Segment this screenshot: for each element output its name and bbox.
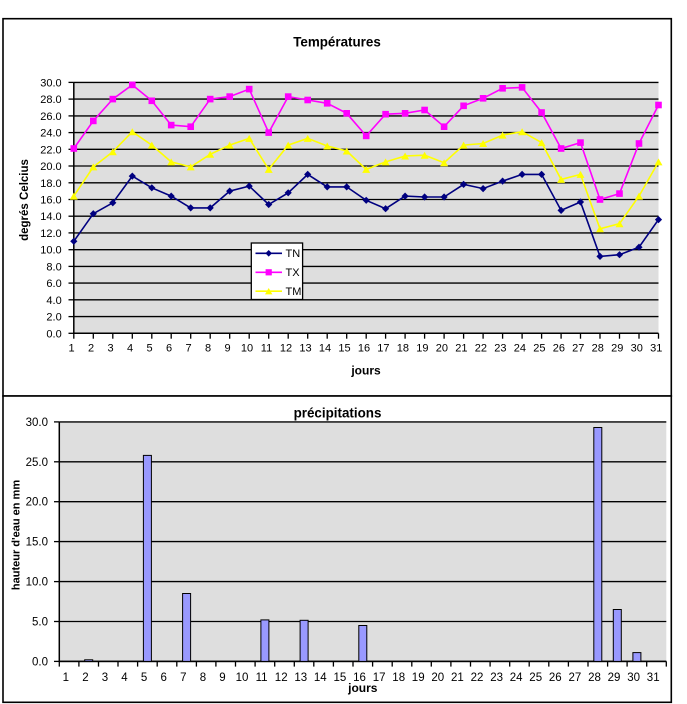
svg-text:4: 4 <box>121 672 128 684</box>
svg-text:degrés Celcius: degrés Celcius <box>19 159 31 241</box>
svg-text:18.0: 18.0 <box>40 178 61 190</box>
svg-text:20.0: 20.0 <box>40 161 61 173</box>
svg-text:20.0: 20.0 <box>26 497 48 509</box>
svg-text:24: 24 <box>514 343 526 355</box>
svg-text:11: 11 <box>256 672 268 684</box>
svg-text:8.0: 8.0 <box>46 261 61 273</box>
svg-text:25.0: 25.0 <box>26 457 48 469</box>
svg-text:6.0: 6.0 <box>46 278 61 290</box>
svg-text:9: 9 <box>219 672 225 684</box>
svg-text:7: 7 <box>180 672 186 684</box>
svg-text:15: 15 <box>338 343 350 355</box>
svg-text:6: 6 <box>160 672 166 684</box>
svg-text:12: 12 <box>275 672 288 684</box>
svg-text:TM: TM <box>286 286 302 298</box>
svg-text:2: 2 <box>82 672 88 684</box>
svg-text:17: 17 <box>377 343 389 355</box>
svg-text:13: 13 <box>294 672 307 684</box>
svg-text:17: 17 <box>373 672 386 684</box>
svg-text:14.0: 14.0 <box>40 211 61 223</box>
svg-text:31: 31 <box>647 672 660 684</box>
svg-text:10.0: 10.0 <box>40 245 61 257</box>
svg-text:26: 26 <box>549 672 562 684</box>
svg-text:16: 16 <box>353 672 366 684</box>
svg-text:19: 19 <box>412 672 425 684</box>
svg-text:24.0: 24.0 <box>40 128 61 140</box>
svg-text:20: 20 <box>431 672 444 684</box>
svg-text:1: 1 <box>69 343 75 355</box>
svg-text:15: 15 <box>334 672 347 684</box>
svg-text:12.0: 12.0 <box>40 228 61 240</box>
svg-text:23: 23 <box>490 672 503 684</box>
svg-text:jours: jours <box>350 364 381 378</box>
svg-text:10: 10 <box>241 343 253 355</box>
svg-text:15.0: 15.0 <box>26 537 48 549</box>
svg-text:26.0: 26.0 <box>40 111 61 123</box>
svg-text:jours: jours <box>347 681 378 695</box>
svg-text:27: 27 <box>569 672 582 684</box>
svg-text:13: 13 <box>299 343 311 355</box>
svg-text:18: 18 <box>392 672 405 684</box>
svg-text:22: 22 <box>475 343 487 355</box>
svg-text:11: 11 <box>261 343 272 355</box>
svg-text:16: 16 <box>358 343 370 355</box>
svg-text:0.0: 0.0 <box>46 328 61 340</box>
svg-text:8: 8 <box>200 672 206 684</box>
svg-text:6: 6 <box>166 343 172 355</box>
svg-text:hauteur d'eau en mm: hauteur d'eau en mm <box>11 480 23 590</box>
svg-text:28: 28 <box>592 343 604 355</box>
svg-text:4.0: 4.0 <box>46 295 61 307</box>
svg-text:18: 18 <box>397 343 409 355</box>
svg-text:2.0: 2.0 <box>46 312 61 324</box>
svg-text:29: 29 <box>611 343 623 355</box>
svg-text:21: 21 <box>455 343 467 355</box>
svg-text:précipitations: précipitations <box>294 405 382 420</box>
svg-text:30: 30 <box>631 343 643 355</box>
svg-text:5.0: 5.0 <box>32 617 48 629</box>
svg-text:19: 19 <box>416 343 428 355</box>
svg-text:0.0: 0.0 <box>32 656 48 668</box>
svg-text:25: 25 <box>529 672 542 684</box>
svg-text:20: 20 <box>436 343 448 355</box>
svg-text:12: 12 <box>280 343 292 355</box>
svg-text:3: 3 <box>108 343 114 355</box>
svg-text:2: 2 <box>88 343 94 355</box>
svg-text:16.0: 16.0 <box>40 195 61 207</box>
svg-text:5: 5 <box>147 343 153 355</box>
svg-text:25: 25 <box>533 343 545 355</box>
svg-text:22.0: 22.0 <box>40 144 61 156</box>
svg-text:28: 28 <box>588 672 601 684</box>
svg-text:4: 4 <box>127 343 133 355</box>
svg-text:8: 8 <box>205 343 211 355</box>
svg-text:26: 26 <box>553 343 565 355</box>
svg-text:9: 9 <box>224 343 230 355</box>
svg-text:31: 31 <box>650 343 662 355</box>
svg-text:10: 10 <box>236 672 249 684</box>
svg-text:TN: TN <box>286 248 301 260</box>
svg-text:24: 24 <box>510 672 523 684</box>
svg-text:7: 7 <box>185 343 191 355</box>
svg-text:28.0: 28.0 <box>40 94 61 106</box>
svg-text:14: 14 <box>314 672 327 684</box>
svg-text:23: 23 <box>494 343 506 355</box>
svg-text:3: 3 <box>102 672 108 684</box>
svg-text:21: 21 <box>451 672 464 684</box>
svg-text:30.0: 30.0 <box>40 77 61 89</box>
svg-text:22: 22 <box>471 672 484 684</box>
svg-text:5: 5 <box>141 672 147 684</box>
svg-text:14: 14 <box>319 343 331 355</box>
svg-text:Températures: Températures <box>293 35 381 50</box>
svg-text:1: 1 <box>63 672 69 684</box>
svg-text:29: 29 <box>608 672 621 684</box>
svg-text:10.0: 10.0 <box>26 577 48 589</box>
svg-text:27: 27 <box>572 343 584 355</box>
svg-text:30.0: 30.0 <box>26 417 48 429</box>
svg-text:TX: TX <box>286 267 301 279</box>
svg-text:30: 30 <box>627 672 640 684</box>
